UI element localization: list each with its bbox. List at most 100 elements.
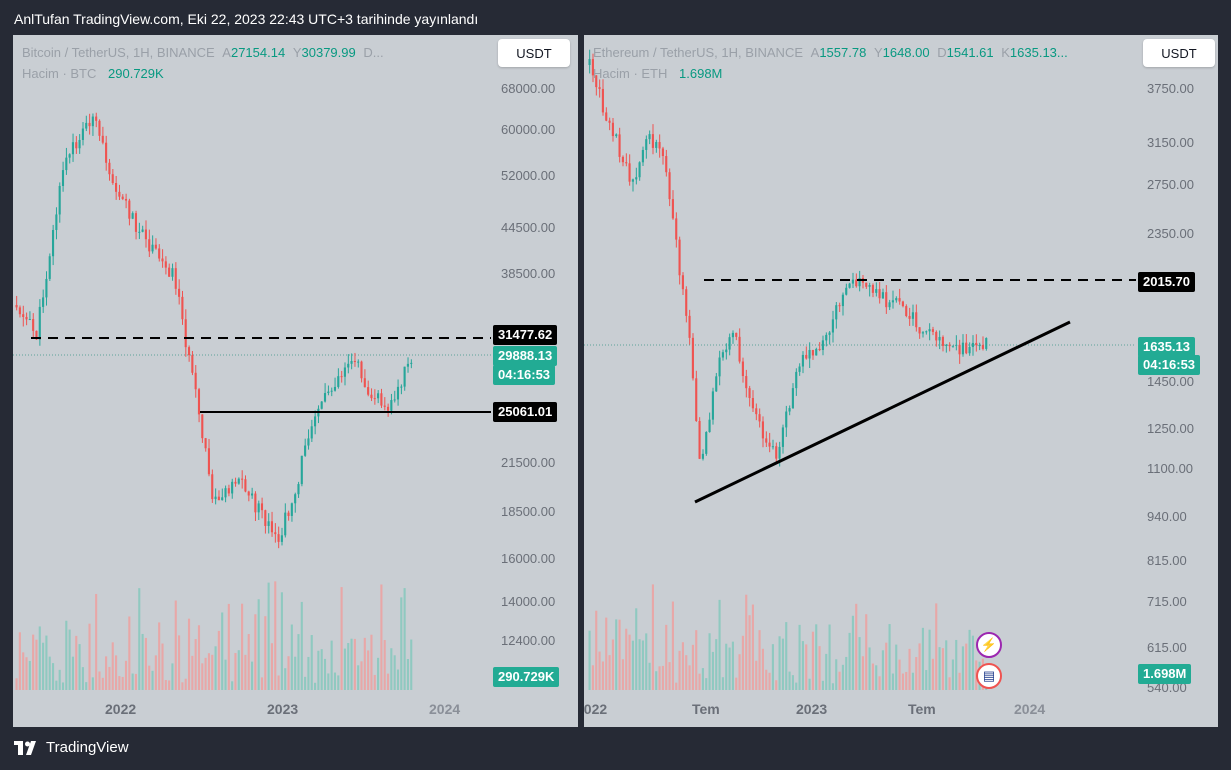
eth-volume-bar	[961, 646, 964, 690]
eth-candle	[955, 344, 958, 346]
btc-candle	[201, 414, 204, 439]
eth-candle	[871, 285, 874, 293]
eth-volume-bar	[648, 662, 651, 690]
eth-candle	[711, 391, 714, 420]
btc-volume-bar	[254, 614, 257, 690]
eth-volume-bar	[671, 601, 674, 690]
btc-candle	[118, 191, 121, 197]
eth-candle	[728, 337, 731, 350]
btc-resistance-tag: 31477.62	[493, 325, 558, 345]
btc-candle	[367, 387, 370, 395]
eth-candle	[868, 285, 871, 287]
eth-chart-panel[interactable]: Ethereum / TetherUS, 1H, BINANCE A1557.7…	[584, 35, 1218, 727]
eth-symbol-title[interactable]: Ethereum / TetherUS, 1H, BINANCE	[593, 45, 804, 60]
btc-volume-bar	[28, 660, 31, 690]
eth-volume-bar	[878, 676, 881, 690]
btc-candle	[45, 278, 48, 298]
eth-volume-bar	[801, 641, 804, 690]
lightning-icon[interactable]: ⚡	[976, 632, 1002, 658]
eth-volume-bar	[711, 651, 714, 690]
btc-volume-bar	[148, 665, 151, 690]
btc-candle	[390, 400, 393, 411]
btc-candle	[274, 532, 277, 535]
eth-volume-bar	[661, 665, 664, 690]
btc-candle	[247, 491, 250, 496]
btc-symbol-title[interactable]: Bitcoin / TetherUS, 1H, BINANCE	[22, 45, 215, 60]
us-flag-icon[interactable]: ▤	[976, 663, 1002, 689]
btc-volume-bar	[410, 639, 413, 690]
eth-candle	[761, 421, 764, 439]
eth-candle	[718, 357, 721, 377]
eth-volume-bar	[861, 656, 864, 690]
eth-time-2023: 2023	[796, 701, 828, 717]
eth-candle	[825, 334, 828, 341]
btc-candle	[211, 474, 214, 500]
btc-candle	[214, 496, 217, 500]
btc-volume-bar	[81, 667, 84, 690]
btc-candle	[320, 401, 323, 409]
eth-candle	[938, 336, 941, 341]
btc-volume-bar	[307, 656, 310, 690]
eth-volume-bar	[865, 614, 868, 690]
eth-volume-bar	[958, 672, 961, 690]
eth-volume-value: 1.698M	[679, 66, 723, 81]
btc-axis-12400: 12400.00	[501, 633, 556, 648]
eth-candle	[931, 329, 934, 332]
eth-candle	[635, 177, 638, 180]
eth-volume-legend: Hacim · ETH 1.698M	[593, 66, 723, 81]
btc-chart-panel[interactable]: Bitcoin / TetherUS, 1H, BINANCE A27154.1…	[13, 35, 578, 727]
eth-currency-button[interactable]: USDT	[1143, 39, 1215, 67]
eth-candle	[715, 376, 718, 392]
eth-candle	[878, 289, 881, 299]
btc-candle	[287, 512, 290, 516]
eth-candle	[831, 319, 834, 333]
btc-volume-bar	[161, 643, 164, 690]
eth-chart-canvas[interactable]	[584, 35, 1218, 727]
btc-candle	[347, 363, 350, 368]
eth-volume-bar	[695, 630, 698, 690]
tradingview-logo[interactable]: TradingView	[14, 739, 129, 756]
eth-high-value: 1648.00	[882, 45, 930, 60]
eth-volume-bar	[948, 677, 951, 690]
btc-volume-bar	[393, 655, 396, 690]
eth-volume-bar	[655, 671, 658, 690]
btc-candle	[181, 296, 184, 320]
btc-candle	[101, 135, 104, 143]
btc-candle	[400, 386, 403, 388]
btc-volume-bar	[51, 663, 55, 690]
eth-time-tem-1: Tem	[692, 701, 720, 717]
btc-volume-bar	[214, 646, 217, 690]
eth-legend: Ethereum / TetherUS, 1H, BINANCE A1557.7…	[593, 45, 1068, 60]
btc-volume-bar	[284, 668, 287, 690]
eth-candle	[798, 366, 801, 372]
btc-currency-button[interactable]: USDT	[498, 39, 570, 67]
btc-volume-bar	[85, 682, 88, 690]
eth-candle	[698, 420, 701, 459]
eth-volume-bar	[678, 650, 681, 690]
eth-volume-bar	[871, 663, 874, 690]
eth-candle	[785, 411, 788, 428]
eth-volume-bar	[645, 633, 648, 690]
eth-candle	[755, 408, 758, 415]
eth-volume-bar	[951, 659, 954, 690]
eth-volume-bar	[658, 666, 661, 690]
btc-volume-bar	[221, 612, 224, 690]
btc-volume-bar	[317, 650, 320, 690]
btc-volume-bar	[194, 639, 197, 690]
btc-candle	[184, 319, 187, 348]
eth-volume-bar	[778, 636, 781, 690]
eth-axis-2750: 2750.00	[1147, 177, 1194, 192]
btc-candle	[35, 330, 38, 340]
btc-candle	[327, 391, 330, 394]
btc-candle	[95, 116, 98, 121]
btc-candle	[144, 229, 147, 240]
btc-volume-tag: 290.729K	[493, 667, 560, 687]
eth-axis-2350: 2350.00	[1147, 226, 1194, 241]
btc-candle	[217, 496, 220, 501]
btc-candle	[406, 363, 409, 367]
btc-chart-canvas[interactable]	[13, 35, 578, 727]
eth-candle	[828, 332, 831, 335]
eth-candle	[775, 446, 778, 459]
eth-candle	[638, 162, 641, 178]
eth-volume-bar	[858, 637, 861, 690]
